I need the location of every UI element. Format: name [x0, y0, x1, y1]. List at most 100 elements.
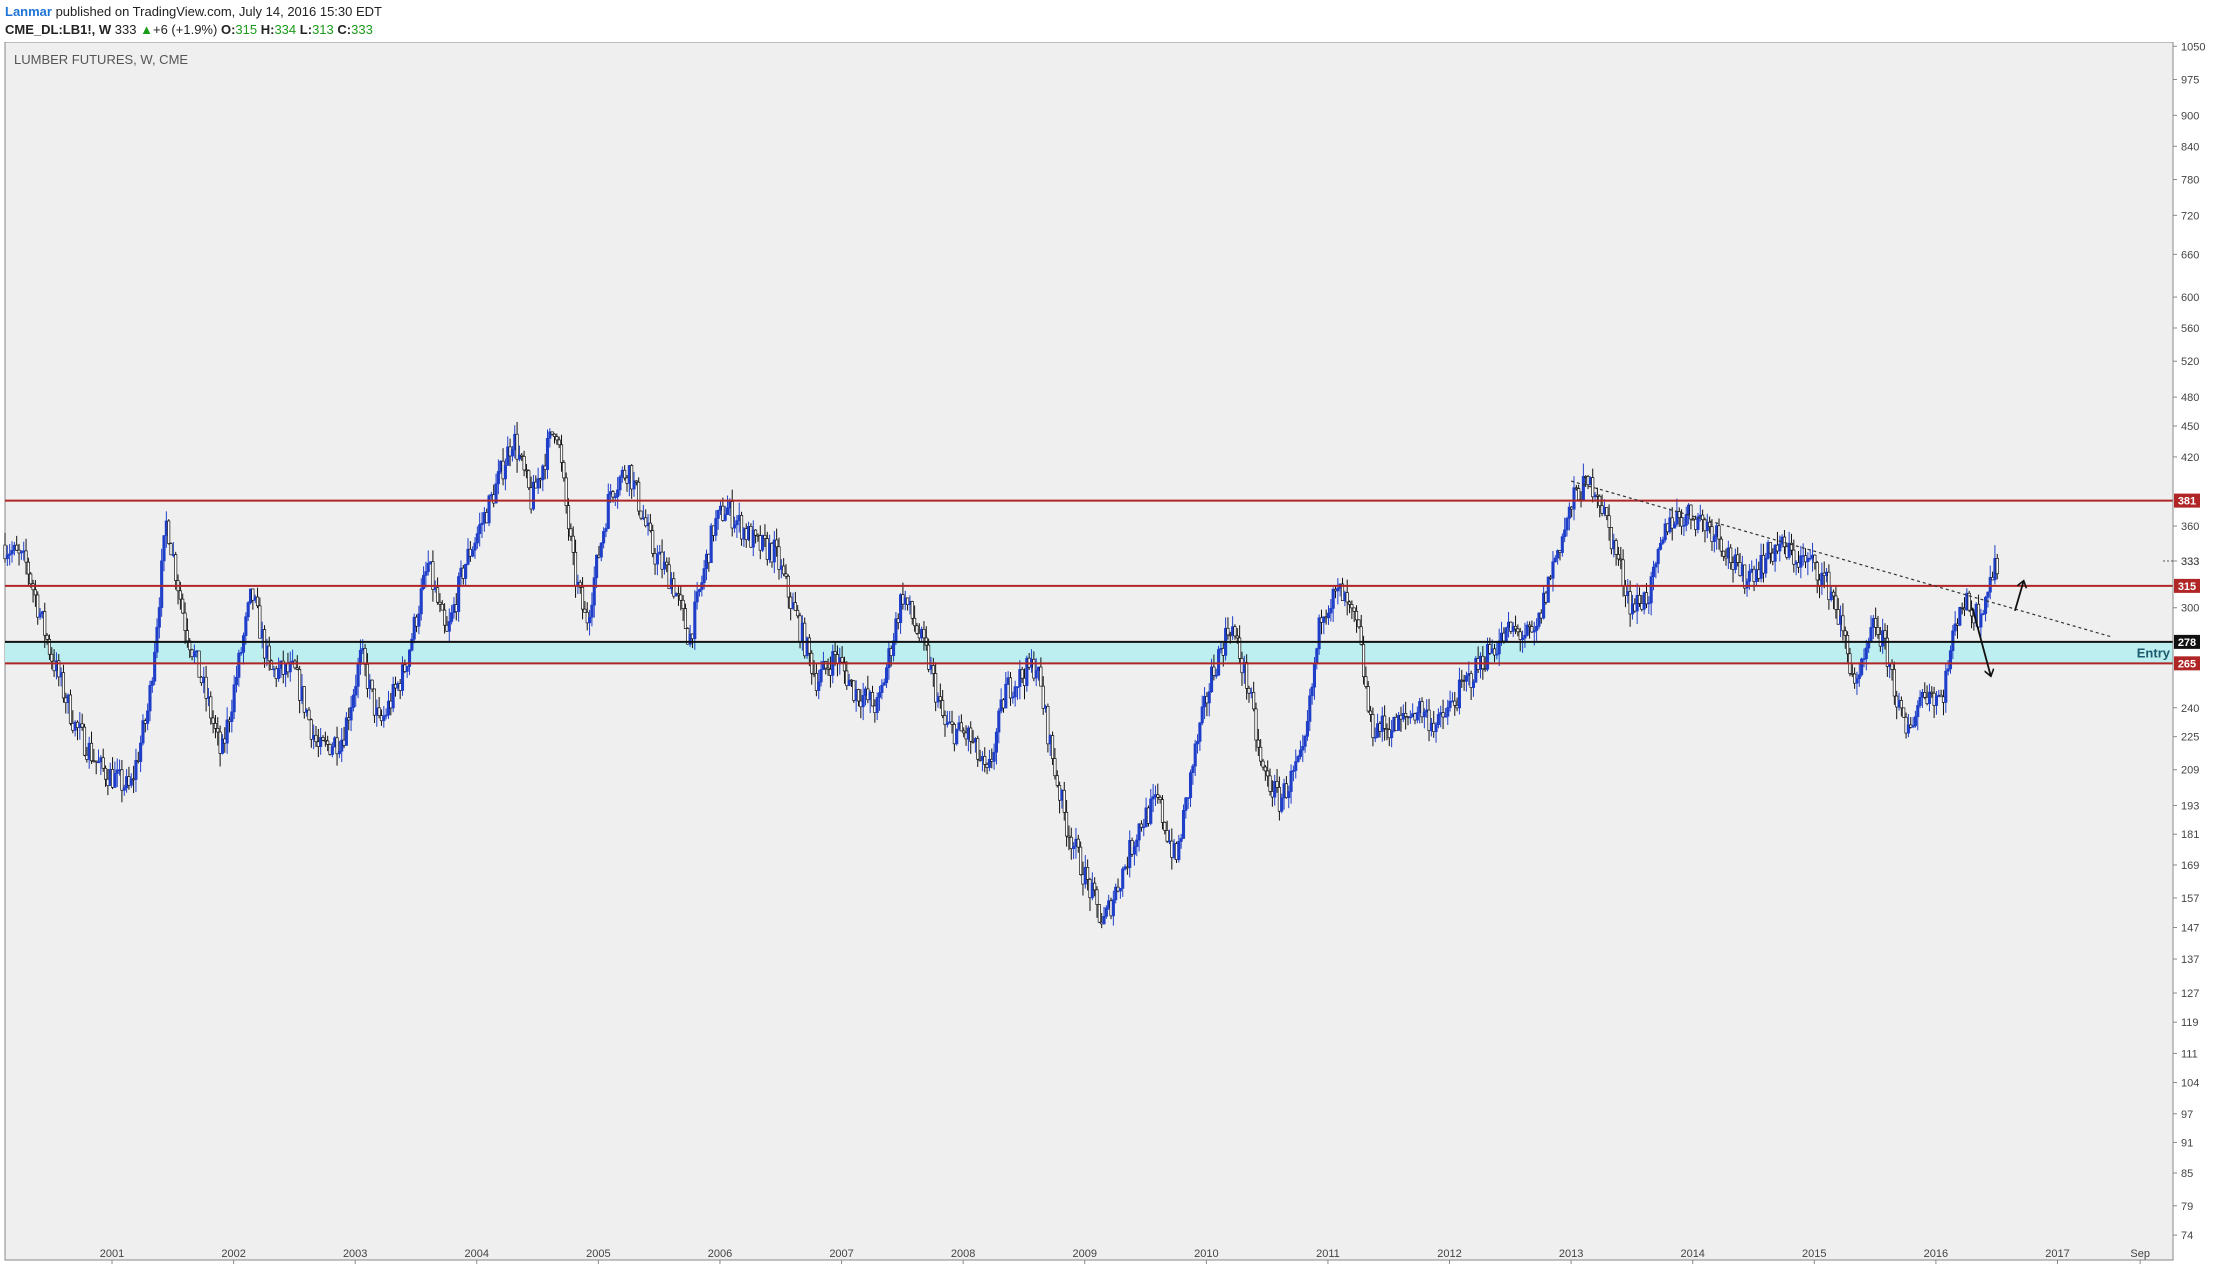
candle: [754, 529, 758, 544]
candle: [1055, 770, 1059, 788]
candle: [693, 590, 697, 650]
price-chart[interactable]: 381 315 278 265 Entry 74 79 85 91 97 104 111 119 12…: [0, 42, 2217, 1267]
y-tick-label: 104: [2181, 1078, 2199, 1090]
candle: [1834, 586, 1838, 619]
x-tick-label: 2006: [708, 1248, 732, 1260]
candle: [1495, 642, 1499, 660]
symbol-label[interactable]: CME_DL:LB1!, W: [5, 22, 112, 37]
entry-label: Entry: [2137, 645, 2171, 660]
candle: [595, 554, 599, 588]
candle: [1469, 670, 1473, 700]
candle: [1682, 516, 1686, 537]
y-axis[interactable]: 74 79 85 91 97 104 111 119 127 137 147 157 169 181 193…: [2163, 42, 2217, 1260]
candle: [807, 634, 811, 667]
candle: [639, 510, 643, 521]
candle: [1149, 789, 1153, 826]
candle: [913, 605, 917, 632]
candle: [1298, 740, 1302, 760]
candle: [148, 680, 152, 722]
candle: [887, 641, 891, 680]
candle: [10, 541, 14, 563]
candle: [1289, 764, 1293, 804]
y-tick-label: 975: [2181, 74, 2199, 86]
chart-header: Lanmar published on TradingView.com, Jul…: [0, 0, 2217, 42]
candle: [714, 510, 718, 542]
candle: [969, 721, 973, 754]
candle: [1556, 549, 1560, 565]
candle: [351, 688, 355, 712]
arrow-up[interactable]: [2014, 582, 2024, 611]
candle: [1373, 727, 1377, 743]
candle: [702, 560, 706, 590]
y-tick-label: 127: [2181, 988, 2199, 1000]
candle: [688, 624, 692, 647]
candle: [655, 545, 659, 576]
candle: [562, 460, 566, 482]
candle: [1745, 578, 1749, 597]
candle: [1916, 700, 1920, 731]
candle: [1981, 609, 1985, 616]
candle: [120, 760, 124, 803]
candle: [43, 602, 47, 648]
candle: [216, 717, 220, 746]
candle: [471, 546, 475, 558]
arrow-down[interactable]: [1971, 607, 1990, 676]
candle: [1944, 663, 1948, 713]
candle: [1995, 553, 1999, 580]
candle: [1680, 509, 1684, 535]
y-tick-label: 780: [2181, 174, 2199, 186]
trendline[interactable]: [1570, 480, 2113, 638]
candle: [1563, 517, 1567, 543]
candle: [1930, 686, 1934, 698]
candle: [487, 494, 491, 527]
candle: [861, 682, 865, 721]
candle: [941, 690, 945, 719]
candle: [1238, 625, 1242, 664]
candle: [733, 516, 737, 533]
candle: [1266, 760, 1270, 787]
candle: [1874, 607, 1878, 637]
candle: [1336, 578, 1340, 605]
candle: [616, 477, 620, 509]
candle: [1743, 564, 1747, 594]
candle: [96, 749, 101, 764]
candle: [382, 706, 386, 728]
candle: [1670, 507, 1674, 541]
candle: [1560, 533, 1564, 557]
candle: [1710, 519, 1714, 551]
candle: [1514, 615, 1518, 635]
level-badge: [2174, 634, 2200, 649]
candle: [1184, 796, 1188, 819]
candle: [258, 597, 262, 639]
candle: [113, 761, 117, 788]
candle: [150, 677, 154, 693]
candle: [1139, 820, 1143, 832]
candle: [1331, 587, 1335, 622]
candle: [725, 495, 730, 515]
candle: [33, 580, 37, 607]
level-label: 265: [2178, 658, 2196, 670]
candle: [1198, 722, 1202, 751]
candle: [356, 657, 360, 699]
candle: [1193, 739, 1197, 776]
candle: [599, 542, 603, 562]
candle: [1736, 547, 1740, 567]
candle: [1656, 547, 1660, 574]
candle: [241, 632, 246, 665]
candle: [697, 588, 702, 597]
candle: [1404, 701, 1408, 730]
candle: [24, 538, 28, 575]
candle: [1181, 804, 1186, 839]
publish-line: Lanmar published on TradingView.com, Jul…: [5, 4, 382, 19]
candle: [1855, 671, 1859, 695]
candle: [1647, 596, 1651, 614]
candle: [1322, 616, 1326, 635]
candle: [1729, 544, 1733, 570]
candle: [566, 498, 571, 541]
x-tick-label: 2003: [343, 1248, 367, 1260]
author-link[interactable]: Lanmar: [5, 4, 52, 19]
candle: [847, 673, 851, 687]
x-axis[interactable]: 2001 2002 2003 2004 2005 2006 2007 2008 2009 2010…: [5, 1248, 2173, 1264]
candle: [1722, 550, 1726, 561]
x-tick-label: 2010: [1194, 1248, 1218, 1260]
